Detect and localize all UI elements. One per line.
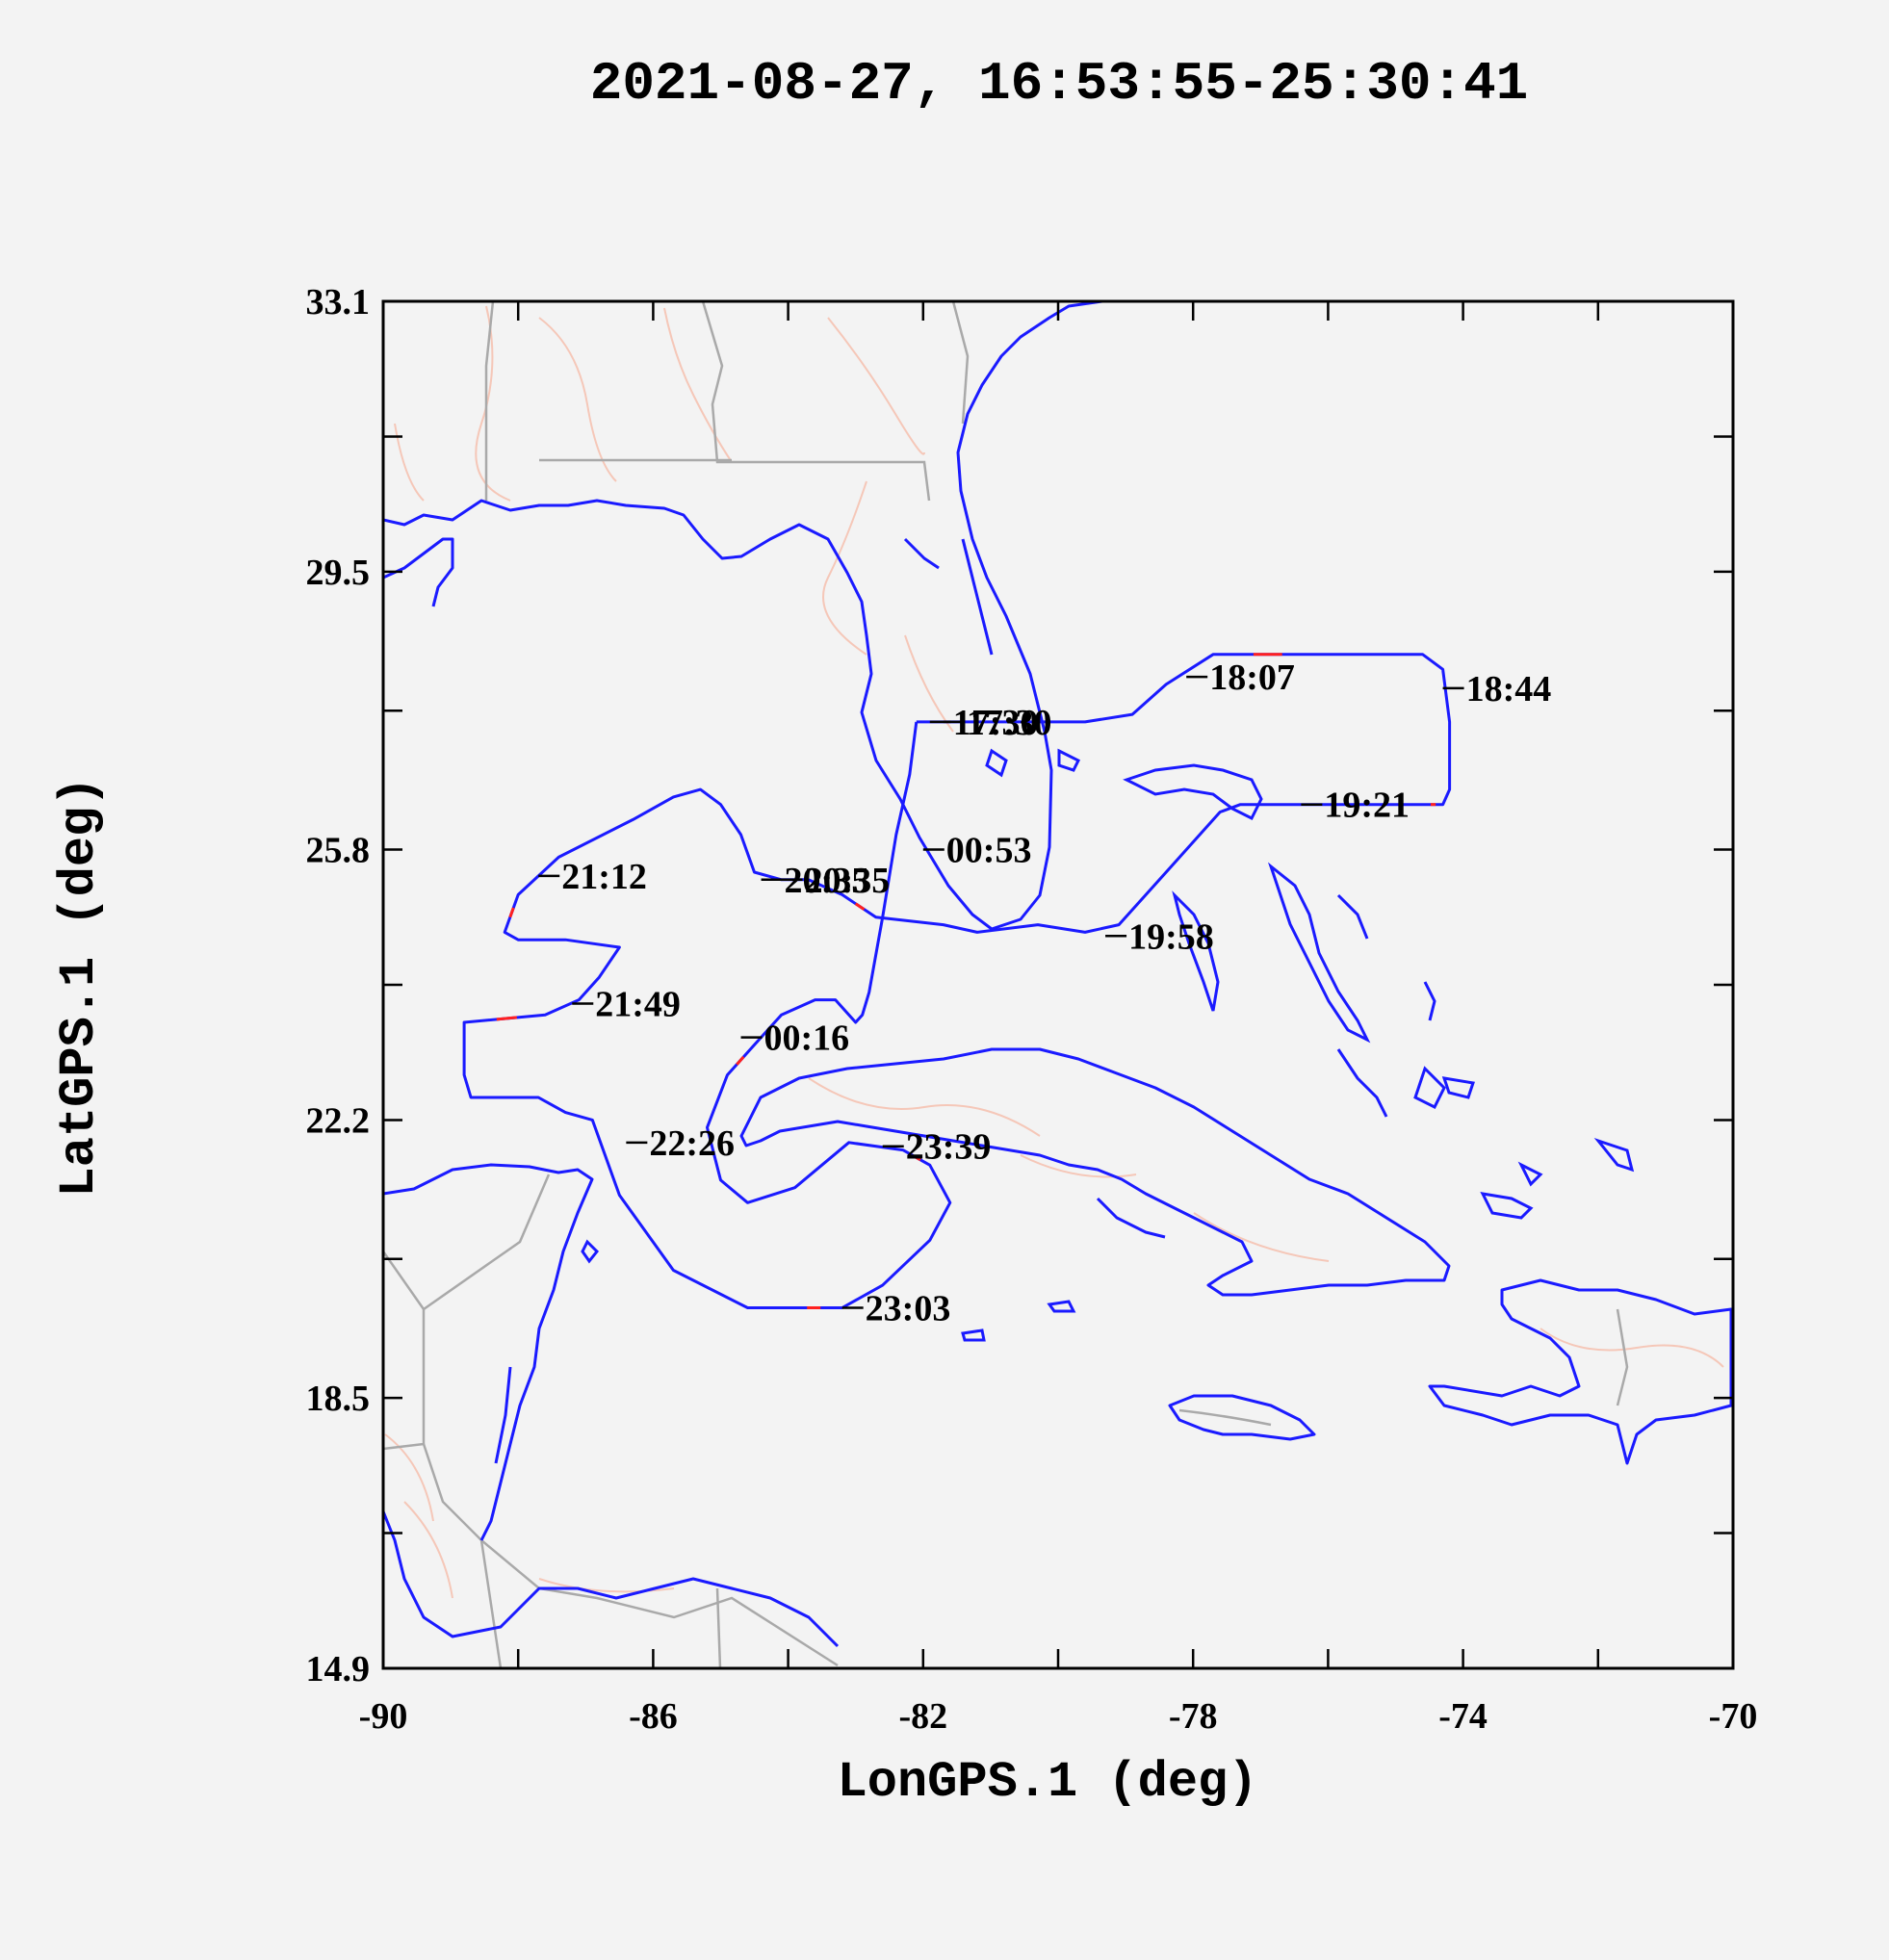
time-annotation: 22:26 [626, 1123, 735, 1164]
rivers [384, 305, 1724, 1599]
time-annotation-label: 18:07 [1209, 658, 1295, 698]
x-axis: -90 -86 -82 -78 -74 -70 [359, 301, 1758, 1737]
y-tick-label: 33.1 [306, 282, 371, 322]
time-annotation-label: 23:03 [866, 1288, 951, 1328]
time-annotation: 23:39 [882, 1127, 992, 1168]
time-annotation: 21:49 [572, 985, 681, 1025]
x-tick-label: -78 [1169, 1696, 1218, 1737]
borders [383, 301, 1629, 1668]
time-annotation: 23:03 [841, 1288, 951, 1328]
y-tick-label: 14.9 [306, 1649, 371, 1689]
x-tick-label: -70 [1709, 1696, 1758, 1737]
time-annotations: 18:07 18:44 19:21 19:58 21:12 21:49 00:16 22:26… [538, 658, 1551, 1328]
time-annotation: 18:07 [1186, 658, 1295, 698]
y-axis: 14.9 18.5 22.2 25.8 29.5 33.1 [306, 282, 1733, 1689]
time-annotation: 00:16 [740, 1019, 850, 1059]
flight-track-layer [462, 653, 1452, 1309]
time-annotation-label: 00:16 [764, 1019, 850, 1059]
y-tick-label: 29.5 [306, 553, 371, 593]
track-highlight-segment [508, 907, 515, 918]
time-annotation-label: 22:26 [649, 1123, 735, 1164]
track-highlight-segment [496, 1016, 517, 1021]
track-highlight-segment [913, 1154, 921, 1162]
plot-frame [381, 299, 1735, 1670]
y-tick-label: 25.8 [306, 831, 371, 871]
chart-title: 2021-08-27, 16:53:55-25:30:41 [590, 53, 1529, 115]
y-tick-label: 18.5 [306, 1379, 371, 1419]
flight-track [462, 653, 1452, 1309]
time-annotation-label: 21:12 [561, 857, 647, 897]
x-tick-label: -82 [898, 1696, 947, 1737]
y-tick-label: 22.2 [306, 1100, 371, 1141]
time-annotation: 20:35 [781, 861, 891, 901]
x-tick-label: -74 [1438, 1696, 1488, 1737]
time-annotation-label: 20:35 [805, 861, 891, 901]
time-annotation: 00:53 [922, 831, 1032, 871]
y-axis-label: LatGPS.1 (deg) [51, 777, 108, 1198]
time-annotation: 21:12 [538, 857, 647, 897]
time-annotation-label: 18:44 [1466, 669, 1552, 709]
x-axis-label: LonGPS.1 (deg) [838, 1754, 1258, 1811]
time-annotation-label: 17:30 [953, 703, 1039, 743]
track-highlight-segment [736, 1055, 745, 1066]
time-annotation: 19:21 [1301, 786, 1410, 826]
time-annotation: 19:58 [1105, 916, 1214, 957]
x-tick-label: -86 [629, 1696, 678, 1737]
time-annotation: 17:30 [943, 703, 1052, 743]
x-tick-label: -90 [359, 1696, 408, 1737]
time-annotation-label: 00:53 [946, 831, 1032, 871]
time-annotation-label: 19:58 [1128, 916, 1214, 957]
basemap [383, 301, 1733, 1668]
time-annotation: 18:44 [1442, 669, 1552, 709]
coastlines [383, 301, 1733, 1648]
track-highlight-segment [854, 902, 866, 911]
time-annotation-label: 23:39 [906, 1127, 992, 1168]
time-annotation-label: 21:49 [595, 985, 681, 1025]
time-annotation-label: 19:21 [1324, 786, 1410, 826]
time-annotation-label: 17:30 [967, 703, 1052, 743]
flight-track-highlights [496, 653, 1436, 1309]
